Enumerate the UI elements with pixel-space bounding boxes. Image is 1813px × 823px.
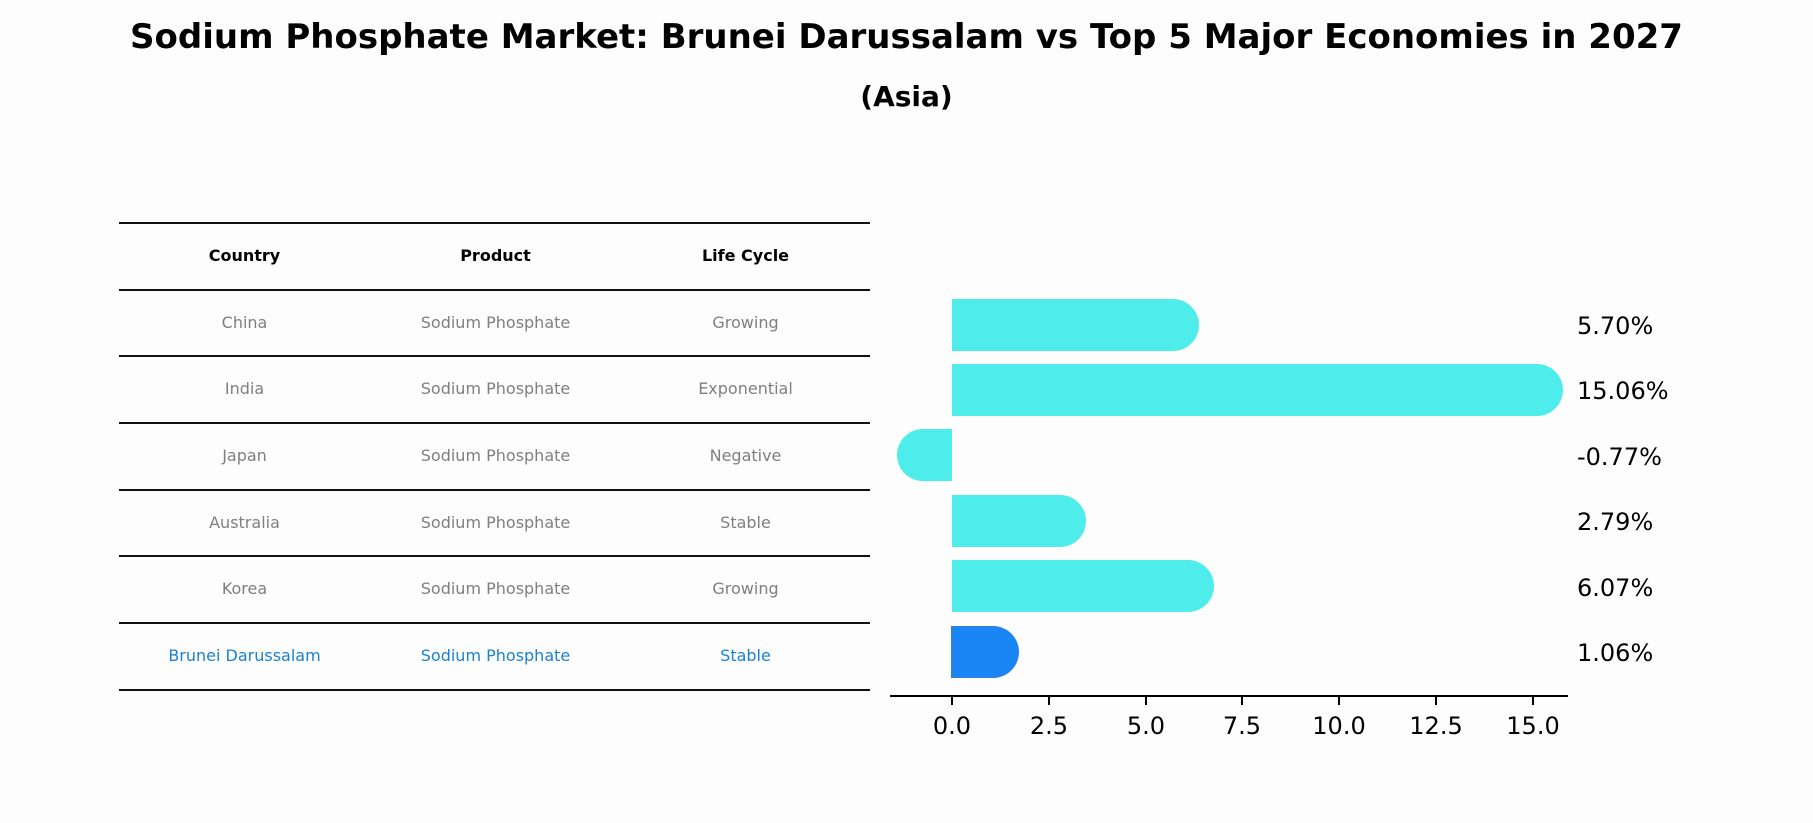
life-cycle-cell: Stable xyxy=(720,646,771,665)
x-tick-label: 2.5 xyxy=(1029,712,1069,740)
column-header-country: Country xyxy=(208,246,281,265)
table-row: Japan Sodium Phosphate Negative xyxy=(119,423,870,489)
x-tick xyxy=(1338,697,1340,705)
country-cell: Korea xyxy=(221,579,268,598)
value-label: 5.70% xyxy=(1577,312,1654,340)
x-tick xyxy=(951,697,953,705)
x-tick-label: 10.0 xyxy=(1312,712,1366,740)
product-cell: Sodium Phosphate xyxy=(420,379,571,398)
product-cell: Sodium Phosphate xyxy=(420,313,571,332)
column-header-product: Product xyxy=(460,246,531,265)
bar-china xyxy=(952,299,1199,351)
chart-title: Sodium Phosphate Market: Brunei Darussal… xyxy=(130,17,1683,57)
bar-korea xyxy=(952,560,1214,612)
value-label: 15.06% xyxy=(1577,377,1669,405)
x-tick xyxy=(1048,697,1050,705)
country-cell: Brunei Darussalam xyxy=(168,646,321,665)
table-rule xyxy=(119,289,870,291)
product-cell: Sodium Phosphate xyxy=(420,579,571,598)
table-rule xyxy=(119,355,870,357)
value-label: 1.06% xyxy=(1577,639,1654,667)
x-tick-label: 12.5 xyxy=(1409,712,1463,740)
table-row: Korea Sodium Phosphate Growing xyxy=(119,556,870,622)
value-label: 2.79% xyxy=(1577,508,1654,536)
x-tick-label: 0.0 xyxy=(932,712,972,740)
bar-india xyxy=(952,364,1563,416)
life-cycle-cell: Exponential xyxy=(698,379,793,398)
value-label: -0.77% xyxy=(1577,443,1662,471)
table-rule xyxy=(119,489,870,491)
column-header-life-cycle: Life Cycle xyxy=(701,246,790,265)
table-rule xyxy=(119,222,870,224)
table-rule xyxy=(119,555,870,557)
chart-subtitle: (Asia) xyxy=(860,80,953,113)
life-cycle-cell: Negative xyxy=(709,446,782,465)
country-cell: China xyxy=(221,313,268,332)
table-rule xyxy=(119,622,870,624)
country-cell: Japan xyxy=(222,446,267,465)
x-tick xyxy=(1145,697,1147,705)
value-label: 6.07% xyxy=(1577,574,1654,602)
table-header-row: Country Product Life Cycle xyxy=(119,223,870,289)
table-rule xyxy=(119,689,870,691)
table-rule xyxy=(119,422,870,424)
x-axis-line xyxy=(890,695,1568,697)
product-cell: Sodium Phosphate xyxy=(420,513,571,532)
table-row: India Sodium Phosphate Exponential xyxy=(119,356,870,422)
product-cell: Sodium Phosphate xyxy=(420,446,571,465)
x-tick xyxy=(1435,697,1437,705)
x-tick xyxy=(1532,697,1534,705)
product-cell: Sodium Phosphate xyxy=(420,646,571,665)
bar-brunei-darussalam xyxy=(951,626,1019,678)
table-row-highlighted: Brunei Darussalam Sodium Phosphate Stabl… xyxy=(119,623,870,689)
life-cycle-cell: Stable xyxy=(720,513,771,532)
life-cycle-cell: Growing xyxy=(712,579,779,598)
country-cell: India xyxy=(224,379,265,398)
bar-japan xyxy=(897,429,952,481)
x-tick-label: 7.5 xyxy=(1222,712,1262,740)
bar-australia xyxy=(952,495,1086,547)
life-cycle-cell: Growing xyxy=(712,313,779,332)
x-tick-label: 5.0 xyxy=(1126,712,1166,740)
x-tick xyxy=(1241,697,1243,705)
country-cell: Australia xyxy=(209,513,280,532)
table-row: Australia Sodium Phosphate Stable xyxy=(119,490,870,556)
x-tick-label: 15.0 xyxy=(1506,712,1560,740)
table-row: China Sodium Phosphate Growing xyxy=(119,290,870,356)
